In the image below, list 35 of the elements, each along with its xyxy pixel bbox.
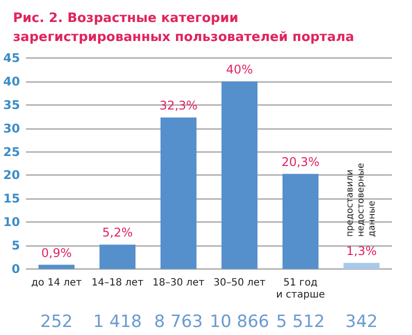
x-tick-label: 51 год и старше — [276, 278, 325, 300]
text: 5 512 — [276, 312, 325, 332]
bar — [100, 244, 136, 269]
y-tick-label: 30 — [3, 121, 20, 136]
data-label: 40% — [226, 62, 253, 76]
x-tick-label: до 14 лет — [31, 278, 82, 288]
y-tick-label: 5 — [12, 238, 20, 253]
data-label: 20,3% — [281, 154, 320, 169]
data-label: 0,9% — [41, 246, 72, 260]
y-tick-label: 10 — [3, 215, 20, 230]
data-label: 32,3% — [159, 98, 198, 113]
text: 342 — [345, 312, 378, 332]
y-tick-label: 45 — [3, 51, 20, 65]
bar — [344, 262, 380, 269]
data-label: 1,3% — [346, 244, 377, 258]
chart-title: Рис. 2. Возрастные категории зарегистрированных пользователей портала — [13, 11, 354, 45]
y-tick-label: 35 — [3, 98, 20, 112]
y-tick-label: 0 — [12, 262, 20, 276]
x-tick-label: 30–50 лет — [214, 278, 266, 288]
bar — [160, 118, 196, 269]
x-tick-label: 14–18 лет — [92, 278, 144, 288]
bar — [222, 81, 258, 269]
text: 1 418 — [93, 312, 142, 332]
x-tick-label: предоставили недостоверные данные — [346, 162, 378, 237]
text: 10 866 — [210, 312, 270, 332]
y-tick-label: 25 — [3, 144, 20, 159]
data-label: 5,2% — [102, 226, 133, 240]
text: 252 — [40, 312, 73, 332]
y-tick-label: 15 — [3, 192, 20, 206]
y-tick-label: 40 — [3, 74, 20, 88]
y-tick-label: 20 — [3, 168, 20, 182]
x-tick-label: 18–30 лет — [152, 278, 205, 288]
bar — [38, 264, 74, 269]
bar — [282, 174, 318, 269]
text: 8 763 — [154, 312, 203, 332]
